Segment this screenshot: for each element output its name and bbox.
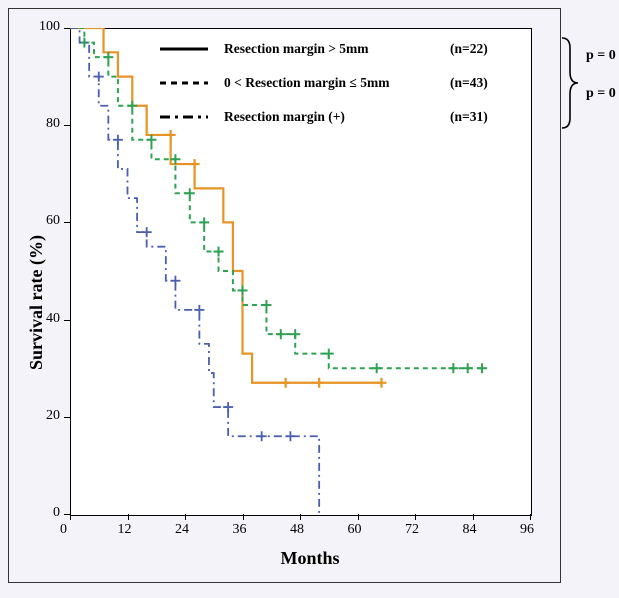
bracket-icon: [560, 36, 580, 130]
legend-row-pos: Resection margin (+): [160, 108, 345, 126]
legend-label: Resection margin (+): [224, 109, 345, 124]
p-value-1: p = 0: [586, 48, 616, 64]
legend-swatch-solid: [160, 42, 208, 56]
legend-n-pos: (n=31): [450, 108, 488, 126]
legend-label: Resection margin > 5mm: [224, 41, 369, 56]
legend-swatch-dash: [160, 76, 208, 90]
legend-row-gt5: Resection margin > 5mm: [160, 40, 369, 58]
p-value-2: p = 0: [586, 86, 616, 102]
legend-swatch-dashdot: [160, 110, 208, 124]
legend-row-0to5: 0 < Resection margin ≤ 5mm: [160, 74, 389, 92]
legend-label: 0 < Resection margin ≤ 5mm: [224, 75, 389, 90]
legend-n-gt5: (n=22): [450, 40, 488, 58]
km-figure: Survival rate (%) Months 020406080100012…: [0, 0, 619, 598]
km-curve-margin_pos: [70, 28, 319, 514]
legend-n-0to5: (n=43): [450, 74, 488, 92]
